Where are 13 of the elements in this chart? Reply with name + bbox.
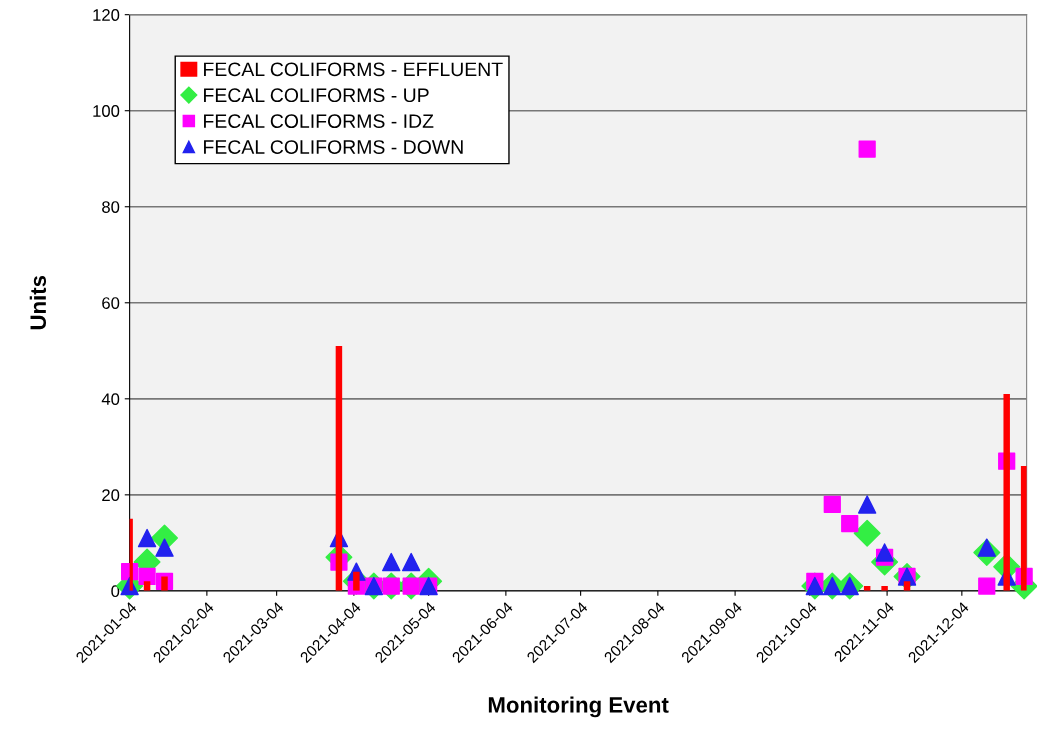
y-axis-title: Units bbox=[29, 275, 47, 330]
x-axis-title: Monitoring Event bbox=[488, 696, 669, 718]
legend-label: FECAL COLIFORMS - EFFLUENT bbox=[204, 62, 503, 77]
y-tick-label: 120 bbox=[93, 9, 120, 21]
legend-label: FECAL COLIFORMS - IDZ bbox=[204, 114, 434, 129]
legend-label: FECAL COLIFORMS - DOWN bbox=[204, 140, 463, 154]
legend-label: FECAL COLIFORMS - UP bbox=[204, 88, 429, 103]
y-tick-label: 40 bbox=[101, 393, 120, 406]
y-tick-label: 20 bbox=[102, 489, 120, 502]
y-tick-label: 100 bbox=[93, 105, 120, 117]
y-tick-label: 60 bbox=[102, 297, 120, 309]
y-tick-label: 80 bbox=[102, 201, 120, 213]
y-tick-label: 0 bbox=[111, 585, 120, 598]
